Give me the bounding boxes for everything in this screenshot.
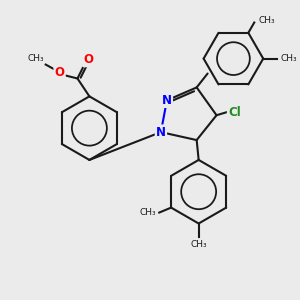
- Text: CH₃: CH₃: [27, 54, 44, 63]
- Text: N: N: [156, 126, 166, 139]
- Text: O: O: [83, 53, 93, 66]
- Text: CH₃: CH₃: [258, 16, 275, 25]
- Text: O: O: [55, 66, 64, 79]
- Text: Cl: Cl: [228, 106, 241, 119]
- Text: CH₃: CH₃: [190, 240, 207, 249]
- Text: CH₃: CH₃: [280, 54, 297, 63]
- Text: CH₃: CH₃: [140, 208, 156, 217]
- Text: N: N: [162, 94, 172, 107]
